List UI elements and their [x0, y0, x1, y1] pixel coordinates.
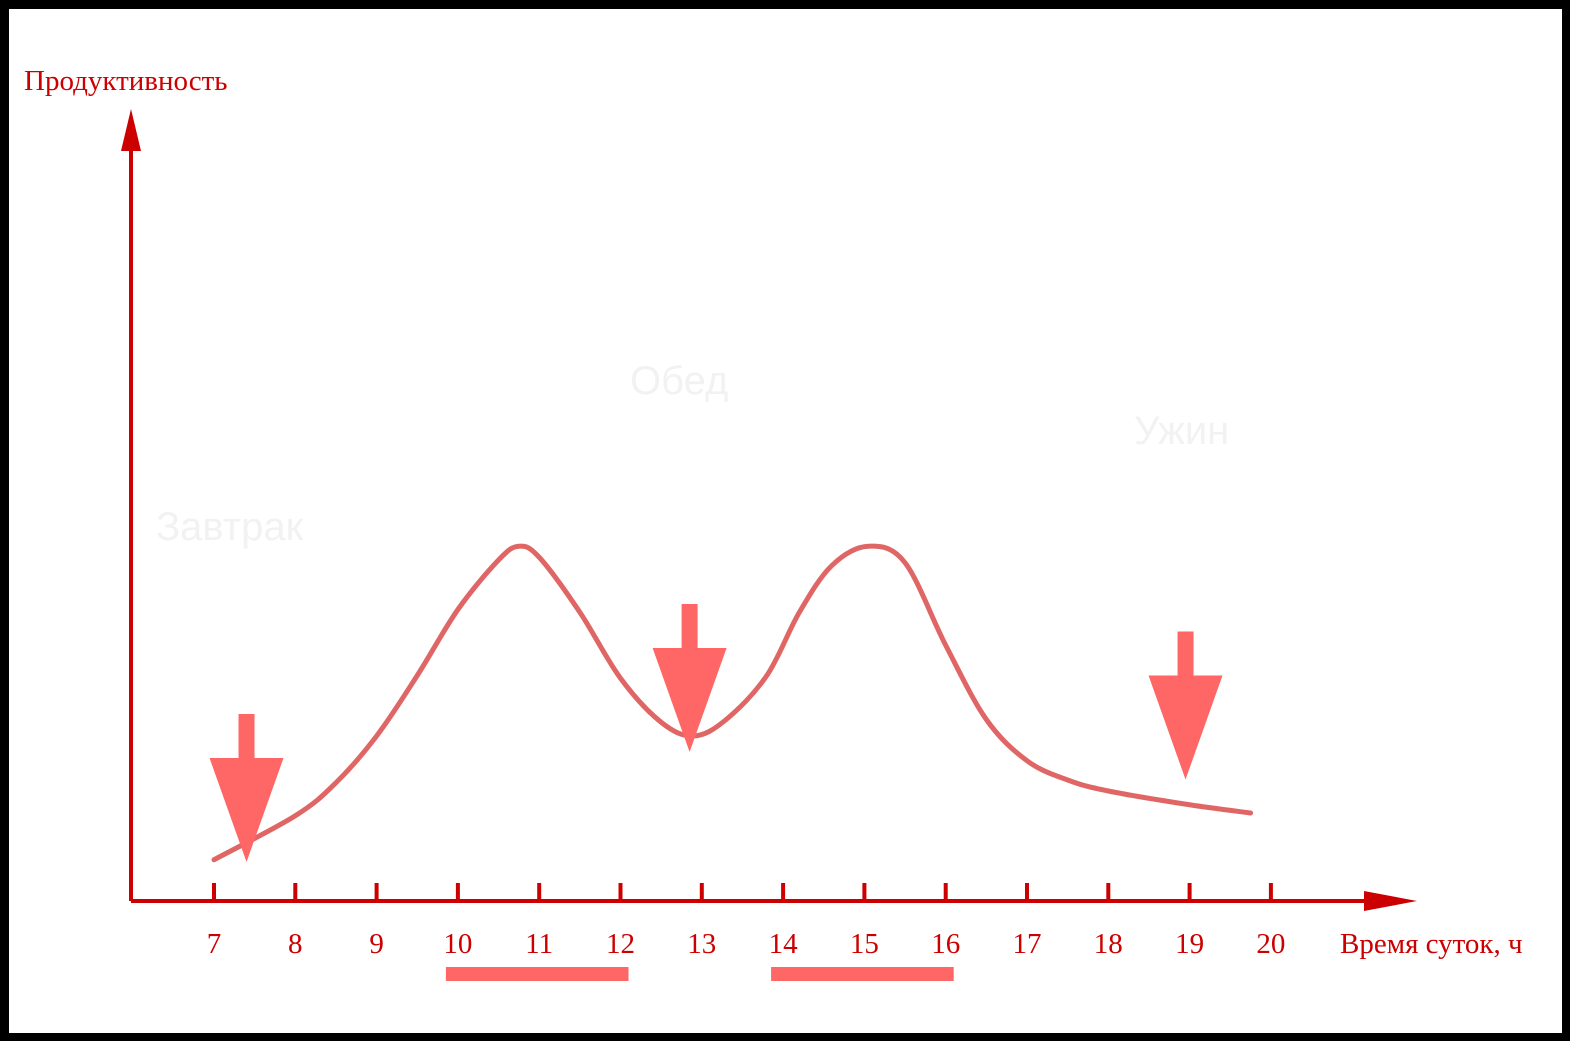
x-tick-label-12: 12 [606, 928, 635, 960]
x-tick-label-19: 19 [1175, 928, 1205, 960]
x-axis-label: Время суток, ч [1340, 928, 1523, 960]
x-tick-label-11: 11 [525, 928, 554, 960]
x-tick-label-9: 9 [369, 928, 384, 960]
x-tick-label-20: 20 [1256, 928, 1286, 960]
productivity-curve [211, 543, 1254, 863]
x-tick-label-16: 16 [931, 928, 961, 960]
meal-label-lunch: Обед [630, 359, 729, 403]
y-axis-arrowhead [121, 109, 141, 151]
x-tick-label-15: 15 [849, 928, 879, 960]
meal-arrow-lunch [652, 604, 727, 752]
chart-canvas: Продуктивность Время суток, ч 7 8 9 10 11 12 1… [9, 9, 1562, 1033]
x-tick-label-17: 17 [1012, 928, 1042, 960]
x-tick-label-14: 14 [768, 928, 798, 960]
meal-label-dinner: Ужин [1134, 409, 1230, 453]
x-axis-arrowhead [1364, 891, 1417, 911]
meal-label-breakfast: Завтрак [156, 505, 304, 549]
x-tick-label-18: 18 [1093, 928, 1123, 960]
work-period-bar-2 [771, 967, 954, 981]
x-tick-label-13: 13 [687, 928, 717, 960]
work-period-bar-1 [445, 967, 629, 981]
x-tick-label-8: 8 [288, 928, 303, 960]
meal-arrow-breakfast [209, 714, 284, 862]
x-tick-label-10: 10 [443, 928, 473, 960]
meal-arrow-dinner [1148, 631, 1223, 780]
productivity-chart [121, 109, 1417, 981]
x-tick-label-7: 7 [206, 928, 222, 960]
y-axis-label: Продуктивность [24, 65, 228, 97]
